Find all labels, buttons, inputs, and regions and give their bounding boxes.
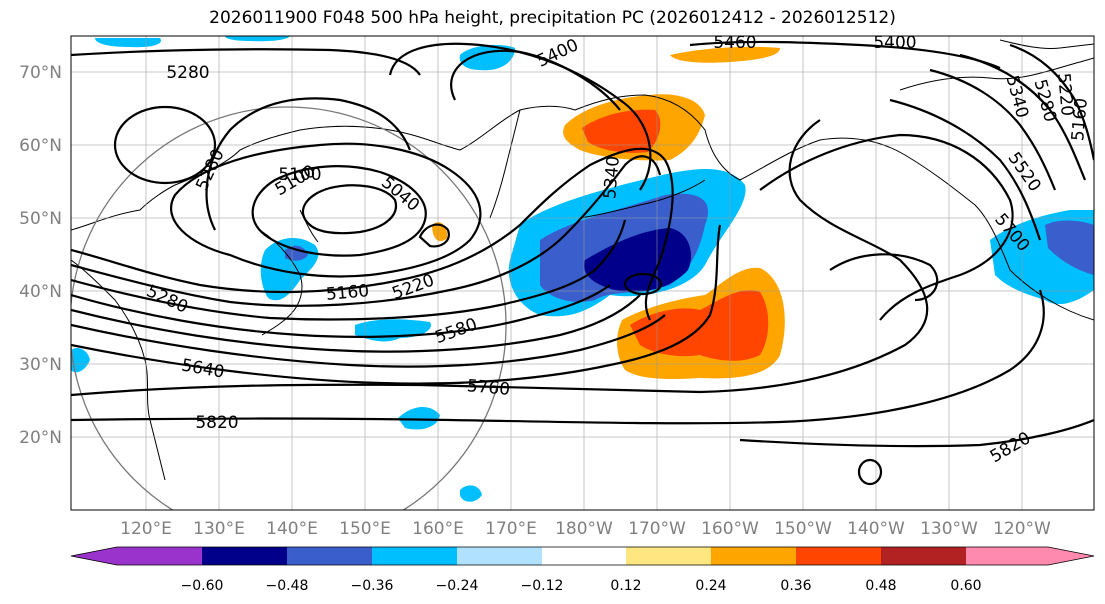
height-contours [71, 40, 1094, 486]
contour-label: 5400 [873, 33, 916, 53]
lat-label-60n: 60°N [19, 136, 62, 156]
contour-label: 5160 [325, 281, 370, 305]
colorbar-tick: −0.12 [521, 578, 564, 594]
lon-label: 180°W [555, 519, 613, 539]
contour-label: 5340 [600, 155, 624, 200]
colorbar-tick: 0.24 [695, 578, 726, 594]
contour-label: 5760 [466, 376, 511, 400]
neg-region-japan-mid [285, 245, 308, 261]
lat-label-20n: 20°N [19, 428, 62, 448]
colorbar-tick: −0.48 [266, 578, 309, 594]
reference-circle [71, 106, 507, 510]
lon-label: 150°W [774, 519, 832, 539]
pos-region-arctic-strip [670, 46, 780, 63]
colorbar-seg-8 [796, 547, 881, 565]
lat-label-50n: 50°N [19, 209, 62, 229]
colorbar-tick: 0.60 [950, 578, 981, 594]
lat-label-30n: 30°N [19, 355, 62, 375]
longitude-labels: 120°E 130°E 140°E 150°E 160°E 170°E 180°… [120, 519, 1051, 539]
contour-label: 5280 [166, 63, 209, 83]
contour-label: 5220 [1053, 72, 1077, 117]
lon-label: 130°W [920, 519, 978, 539]
neg-region-arctic-3 [225, 36, 290, 42]
colorbar-seg-10 [966, 547, 1094, 565]
neg-region-arctic-2 [95, 38, 161, 48]
contour-label: 5820 [195, 413, 238, 433]
contour-label: 5460 [713, 33, 756, 53]
lon-label: 150°E [339, 519, 391, 539]
colorbar-seg-6 [626, 547, 711, 565]
contour-label: 5100 [278, 165, 321, 185]
colorbar-seg-2 [287, 547, 372, 565]
lon-label: 160°E [412, 519, 464, 539]
contour-label: 5160 [1068, 97, 1092, 142]
lon-label: 170°E [485, 519, 537, 539]
lon-label: 130°E [193, 519, 245, 539]
neg-region-south [460, 485, 482, 502]
map-border [70, 35, 1095, 511]
colorbar-seg-0 [71, 547, 202, 565]
colorbar-seg-4 [457, 547, 542, 565]
lon-label: 140°E [266, 519, 318, 539]
colorbar-tick: −0.36 [351, 578, 394, 594]
lon-label: 120°W [993, 519, 1051, 539]
neg-region-west-edge [71, 348, 90, 373]
lon-label: 170°W [628, 519, 686, 539]
colorbar-seg-1 [202, 547, 287, 565]
colorbar-seg-7 [711, 547, 796, 565]
graticule [71, 36, 1094, 510]
colorbar-seg-9 [881, 547, 966, 565]
map-title: 2026011900 F048 500 hPa height, precipit… [209, 8, 896, 28]
colorbar-tick: −0.24 [436, 578, 479, 594]
colorbar-tick: 0.36 [780, 578, 811, 594]
pos-region-subtropical-mid [630, 290, 769, 361]
lon-label: 160°W [701, 519, 759, 539]
colorbar [70, 546, 1095, 566]
colorbar-tick: 0.48 [865, 578, 896, 594]
colorbar-seg-3 [372, 547, 457, 565]
lon-label: 120°E [120, 519, 172, 539]
lat-label-40n: 40°N [19, 282, 62, 302]
colorbar-tick: −0.60 [181, 578, 224, 594]
neg-region-subtropical [398, 407, 440, 430]
colorbar-outline [70, 546, 1095, 566]
neg-region-west-coast-mid [1045, 220, 1094, 275]
colorbar-tick: 0.12 [610, 578, 641, 594]
precip-negative-fills [71, 36, 1094, 502]
lat-label-70n: 70°N [19, 63, 62, 83]
lon-label: 140°W [847, 519, 905, 539]
colorbar-ticks: −0.60 −0.48 −0.36 −0.24 −0.12 0.12 0.24 … [181, 578, 982, 594]
colorbar-seg-5 [542, 547, 626, 565]
latitude-labels: 70°N 60°N 50°N 40°N 30°N 20°N [19, 63, 62, 448]
